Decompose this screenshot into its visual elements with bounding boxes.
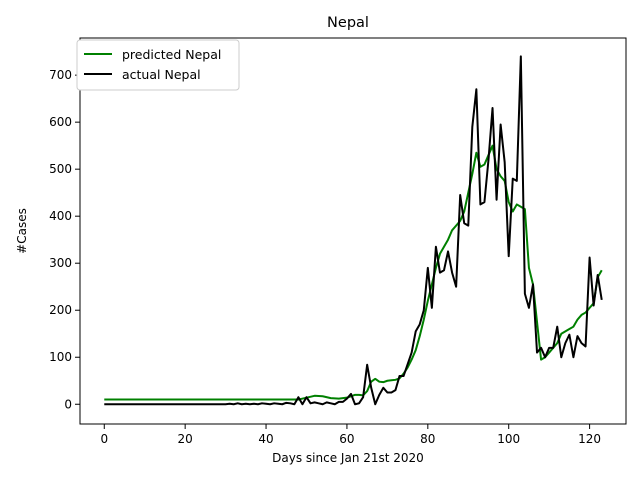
x-tick-label: 40 xyxy=(258,432,273,446)
x-tick-label: 80 xyxy=(420,432,435,446)
plot-area xyxy=(104,55,603,406)
x-tick-label: 0 xyxy=(100,432,108,446)
series-line-actual xyxy=(104,55,603,406)
y-tick-label: 500 xyxy=(49,162,72,176)
chart-title: Nepal xyxy=(327,15,369,31)
y-tick-label: 300 xyxy=(49,256,72,270)
y-tick-label: 700 xyxy=(49,68,72,82)
x-tick-label: 100 xyxy=(497,432,520,446)
y-tick-label: 100 xyxy=(49,350,72,364)
x-tick-label: 60 xyxy=(339,432,354,446)
y-tick-label: 0 xyxy=(64,397,72,411)
legend-box xyxy=(76,39,240,91)
x-tick-label: 20 xyxy=(178,432,193,446)
y-tick-label: 200 xyxy=(49,303,72,317)
legend-label-predicted: predicted Nepal xyxy=(122,47,221,62)
x-axis: 0 20 40 60 80 100 120 xyxy=(100,424,601,446)
series-line-predicted xyxy=(104,144,603,401)
plot-frame xyxy=(79,37,627,425)
x-axis-label: Days since Jan 21st 2020 xyxy=(272,451,424,465)
y-tick-label: 600 xyxy=(49,115,72,129)
legend-label-actual: actual Nepal xyxy=(122,67,201,82)
x-tick-label: 120 xyxy=(578,432,601,446)
y-tick-label: 400 xyxy=(49,209,72,223)
y-axis: 0 100 200 300 400 500 600 700 xyxy=(49,68,80,411)
y-axis-label: #Cases xyxy=(15,208,29,254)
legend: predicted Nepal actual Nepal xyxy=(76,39,240,91)
